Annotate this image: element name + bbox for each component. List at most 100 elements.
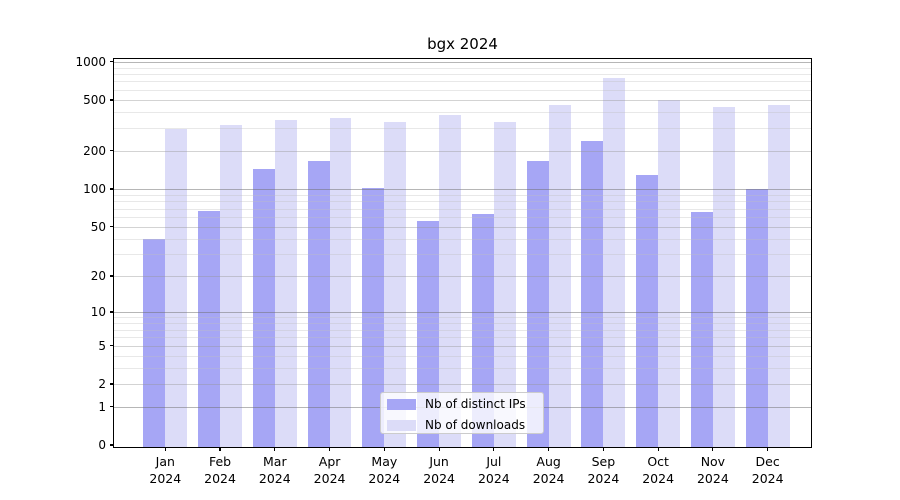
- y-tick-label-200: 200: [83, 143, 106, 158]
- legend: Nb of distinct IPs Nb of downloads: [380, 392, 544, 434]
- gridline-1000: [114, 61, 811, 63]
- bar-downloads-dec: [767, 105, 790, 447]
- x-tick-label-nov: Nov 2024: [696, 454, 729, 486]
- y-tick-mark-1: [109, 405, 114, 408]
- gridline-10: [114, 311, 811, 313]
- bar-downloads-jul: [493, 121, 516, 447]
- plot-area: [113, 58, 812, 448]
- gridline-minor-80: [114, 201, 811, 203]
- gridline-minor-800: [114, 74, 811, 76]
- y-tick-label-50: 50: [90, 219, 106, 234]
- legend-swatch-downloads: [387, 420, 416, 431]
- gridline-50: [114, 226, 811, 228]
- y-tick-label-10: 10: [90, 304, 106, 319]
- bar-distinct-ips-dec: [745, 188, 768, 447]
- x-tick-label-jun: Jun 2024: [423, 454, 455, 486]
- bar-downloads-jun: [439, 115, 461, 447]
- gridline-minor-600: [114, 89, 811, 91]
- gridline-minor-4: [114, 355, 811, 357]
- x-tick-label-mar: Mar 2024: [258, 454, 291, 486]
- y-tick-mark-20: [109, 275, 114, 277]
- x-tick-label-jan: Jan 2024: [149, 454, 182, 486]
- bar-distinct-ips-jun: [417, 220, 440, 447]
- gridline-minor-300: [114, 128, 811, 130]
- legend-label-downloads: Nb of downloads: [425, 418, 526, 432]
- bar-downloads-nov: [712, 107, 735, 447]
- y-tick-label-0: 0: [98, 438, 106, 452]
- bar-downloads-feb: [220, 124, 242, 447]
- gridline-minor-9: [114, 317, 811, 319]
- legend-entry-downloads: Nb of downloads: [381, 416, 543, 435]
- bar-distinct-ips-aug: [526, 161, 549, 447]
- y-tick-mark-200: [109, 150, 114, 152]
- bar-distinct-ips-oct: [636, 174, 659, 447]
- x-tick-mark-jan: [164, 446, 166, 451]
- x-tick-mark-dec: [767, 446, 769, 451]
- bar-downloads-sep: [603, 77, 626, 447]
- x-tick-mark-oct: [657, 446, 659, 451]
- gridline-minor-90: [114, 194, 811, 196]
- x-tick-label-oct: Oct 2024: [642, 454, 675, 486]
- x-tick-label-jul: Jul 2024: [477, 454, 510, 486]
- gridline-minor-40: [114, 238, 811, 240]
- y-tick-label-5: 5: [98, 338, 106, 353]
- y-tick-mark-1000: [109, 61, 114, 63]
- bar-distinct-ips-jul: [471, 214, 494, 447]
- gridline-minor-900: [114, 67, 811, 69]
- bar-distinct-ips-apr: [307, 161, 330, 447]
- chart-title: bgx 2024: [427, 35, 498, 53]
- gridline-minor-400: [114, 112, 811, 114]
- x-tick-mark-sep: [602, 446, 604, 451]
- x-tick-mark-aug: [548, 446, 550, 451]
- y-tick-mark-10: [109, 311, 114, 313]
- gridline-minor-70: [114, 208, 811, 210]
- bar-downloads-apr: [329, 118, 352, 447]
- x-tick-label-dec: Dec 2024: [751, 454, 784, 486]
- x-tick-mark-apr: [328, 446, 331, 451]
- gridline-minor-30: [114, 254, 811, 256]
- x-tick-label-sep: Sep 2024: [587, 454, 620, 486]
- legend-label-distinct-ips: Nb of distinct IPs: [425, 397, 526, 411]
- legend-entry-distinct-ips: Nb of distinct IPs: [381, 395, 543, 414]
- x-tick-label-feb: Feb 2024: [204, 454, 236, 486]
- x-tick-mark-mar: [274, 446, 276, 451]
- gridline-100: [114, 188, 811, 190]
- x-tick-mark-feb: [219, 446, 221, 451]
- bar-downloads-aug: [548, 104, 571, 447]
- y-tick-mark-2: [109, 383, 114, 385]
- gridline-minor-6: [114, 337, 811, 339]
- gridline-minor-700: [114, 81, 811, 83]
- x-tick-label-aug: Aug 2024: [532, 454, 565, 486]
- bar-distinct-ips-jan: [143, 238, 166, 447]
- bar-downloads-may: [384, 122, 407, 447]
- x-tick-mark-jun: [438, 446, 440, 451]
- gridline-minor-3: [114, 368, 811, 370]
- bar-distinct-ips-may: [362, 188, 385, 447]
- x-tick-mark-may: [383, 446, 385, 451]
- y-tick-label-20: 20: [90, 269, 106, 284]
- bar-distinct-ips-mar: [252, 169, 275, 447]
- gridline-5: [114, 345, 811, 347]
- x-tick-mark-jul: [493, 446, 495, 451]
- bar-downloads-oct: [658, 100, 681, 447]
- gridline-2: [114, 384, 811, 386]
- x-tick-label-apr: Apr 2024: [313, 454, 346, 486]
- gridline-minor-60: [114, 216, 811, 218]
- y-tick-mark-100: [109, 188, 114, 190]
- y-tick-label-500: 500: [83, 93, 106, 108]
- legend-swatch-distinct-ips: [387, 399, 416, 410]
- y-tick-mark-5: [109, 344, 114, 347]
- bar-distinct-ips-nov: [691, 211, 713, 447]
- y-tick-label-2: 2: [98, 377, 106, 392]
- bar-distinct-ips-feb: [198, 210, 221, 447]
- gridline-minor-7: [114, 329, 811, 331]
- y-tick-mark-50: [109, 226, 114, 228]
- gridline-500: [114, 100, 811, 102]
- gridline-200: [114, 150, 811, 152]
- gridline-minor-8: [114, 323, 811, 325]
- y-tick-label-1000: 1000: [75, 54, 106, 69]
- plot-border: [113, 58, 812, 448]
- y-tick-mark-0: [109, 444, 114, 446]
- bar-downloads-jan: [165, 129, 188, 447]
